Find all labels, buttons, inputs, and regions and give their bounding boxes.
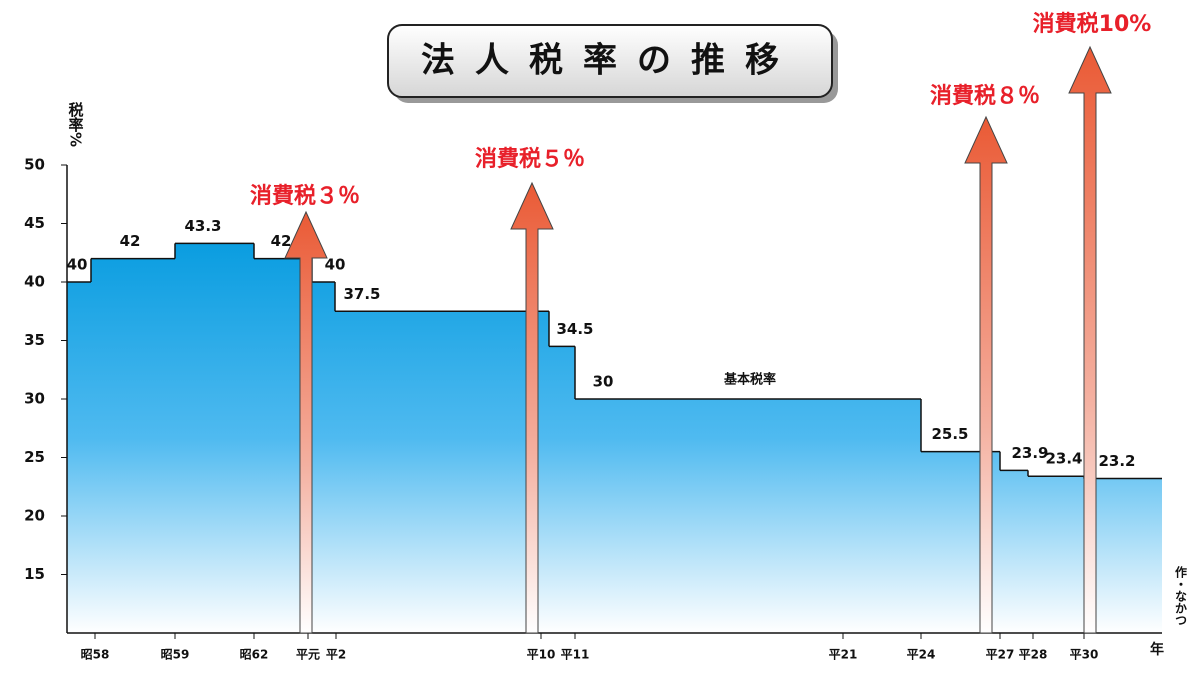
value-label: 30 (593, 373, 614, 391)
value-label: 23.2 (1098, 452, 1135, 470)
y-axis-label: 税率% (67, 101, 85, 147)
y-tick-label: 30 (24, 390, 45, 408)
y-tick-label: 40 (24, 273, 45, 291)
x-tick-label: 平30 (1070, 648, 1099, 662)
event-arrow (284, 210, 328, 634)
event-label: 消費税８％ (930, 83, 1040, 109)
x-tick-label: 平28 (1019, 648, 1048, 662)
y-tick-label: 20 (24, 507, 45, 525)
value-label: 34.5 (556, 320, 593, 338)
event-label: 消費税10% (1033, 11, 1152, 37)
series-label: 基本税率 (723, 372, 776, 388)
event-arrow (964, 115, 1008, 634)
event-arrow (1068, 45, 1112, 634)
y-tick-label: 45 (24, 214, 45, 232)
value-label: 42 (120, 232, 141, 250)
event-arrow (510, 181, 554, 634)
x-tick-label: 平21 (829, 648, 858, 662)
x-tick-label: 昭59 (161, 648, 190, 662)
title-box (387, 24, 833, 98)
y-tick-label: 50 (24, 156, 45, 174)
x-tick-label: 昭62 (240, 648, 269, 662)
chart-title: 法人税率の推移 (421, 41, 799, 81)
x-tick-label: 平24 (907, 648, 936, 662)
value-label: 40 (67, 256, 88, 274)
value-label: 37.5 (343, 285, 380, 303)
y-tick-label: 25 (24, 448, 45, 466)
value-label: 40 (325, 256, 346, 274)
event-label: 消費税５％ (475, 146, 585, 172)
event-label: 消費税３％ (250, 183, 360, 209)
x-tick-label: 平10 (527, 648, 556, 662)
value-label: 23.9 (1011, 444, 1048, 462)
y-tick-label: 35 (24, 331, 45, 349)
x-axis-unit: 年 (1150, 641, 1164, 658)
x-tick-label: 平27 (986, 648, 1015, 662)
y-tick-label: 15 (24, 565, 45, 583)
x-tick-label: 平11 (561, 648, 590, 662)
value-label: 43.3 (184, 217, 221, 235)
value-label: 23.4 (1045, 450, 1082, 468)
x-tick-label: 平2 (326, 648, 346, 662)
x-tick-label: 昭58 (81, 648, 110, 662)
area (67, 243, 1162, 633)
value-label: 42 (271, 232, 292, 250)
x-tick-label: 平元 (296, 648, 320, 662)
value-label: 25.5 (931, 425, 968, 443)
credit: 作・なかつ (1174, 565, 1188, 626)
